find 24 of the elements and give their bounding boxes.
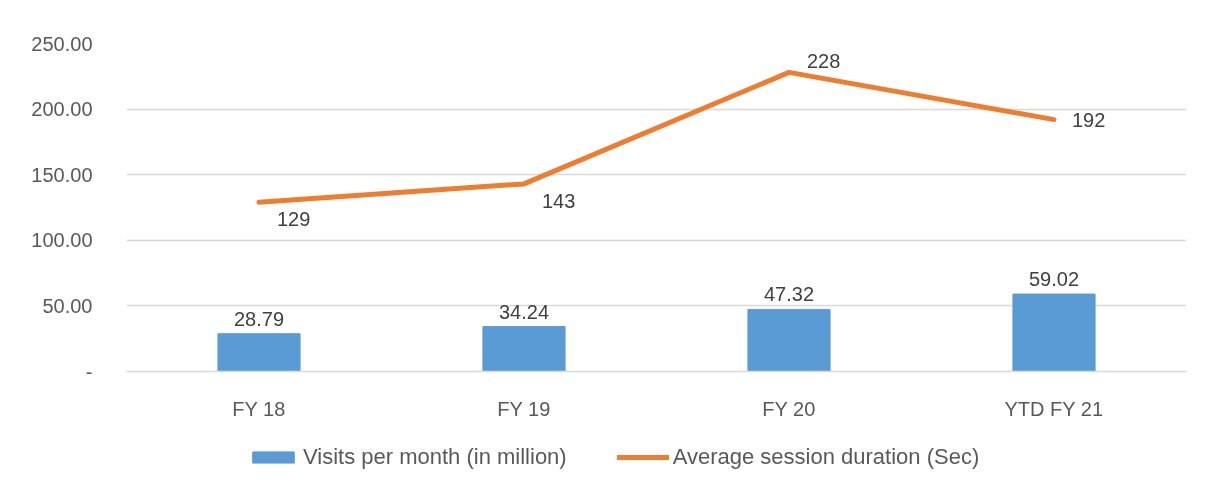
legend-label: Visits per month (in million) [303, 444, 567, 470]
bar [217, 333, 301, 372]
data-label: 47.32 [763, 283, 815, 306]
data-label: 129 [277, 208, 311, 231]
x-tick-label: FY 18 [232, 397, 286, 420]
data-label: 59.02 [1028, 268, 1080, 291]
y-tick-label: 250.00 [31, 32, 93, 55]
data-label: 228 [807, 50, 841, 73]
y-tick-label: 150.00 [31, 163, 93, 186]
bar [1012, 293, 1096, 372]
y-tick-label: 100.00 [31, 229, 93, 252]
bar [482, 326, 566, 372]
data-label: 34.24 [498, 300, 550, 323]
x-tick-label: FY 19 [497, 397, 551, 420]
data-label: 192 [1072, 108, 1106, 131]
legend-label: Average session duration (Sec) [672, 444, 980, 470]
x-tick-label: FY 20 [762, 397, 816, 420]
y-tick-label: - [85, 360, 93, 383]
data-label: 28.79 [233, 307, 285, 330]
x-tick-label: YTD FY 21 [1004, 397, 1104, 420]
y-tick-label: 200.00 [31, 98, 93, 121]
bar [747, 308, 831, 372]
data-label: 143 [542, 189, 576, 212]
y-tick-label: 50.00 [42, 294, 93, 317]
